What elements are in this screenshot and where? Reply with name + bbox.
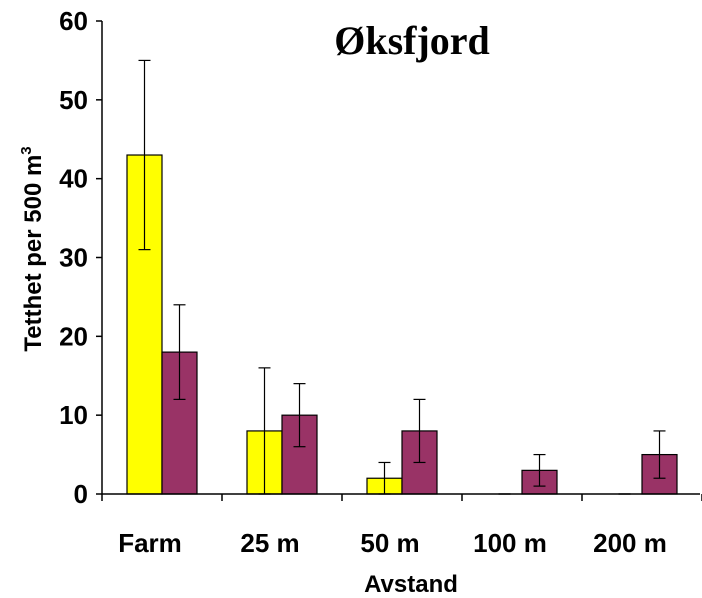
x-category-label: Farm: [118, 528, 182, 558]
x-category-label: 200 m: [593, 528, 667, 558]
x-axis-category-labels: Farm 25 m 50 m 100 m 200 m: [118, 528, 667, 558]
y-tick-label: 50: [59, 85, 88, 115]
y-tick-label: 20: [59, 321, 88, 351]
y-tick-label: 60: [59, 6, 88, 36]
y-axis-title: Tetthet per 500 m3: [18, 146, 47, 351]
y-tick-label: 10: [59, 400, 88, 430]
x-category-label: 100 m: [473, 528, 547, 558]
x-axis-ticks: [101, 494, 702, 501]
x-axis-title: Avstand: [364, 571, 458, 598]
x-category-label: 50 m: [360, 528, 419, 558]
chart-title: Øksfjord: [334, 18, 490, 63]
y-axis-title-superscript: 3: [18, 146, 35, 154]
y-tick-label: 40: [59, 164, 88, 194]
y-axis-ticks: [96, 20, 102, 495]
y-tick-label: 30: [59, 243, 88, 273]
error-bars: [138, 59, 666, 495]
y-axis-tick-labels: 0 10 20 30 40 50 60: [59, 6, 88, 509]
y-axis-title-text: Tetthet per 500 m: [20, 155, 47, 352]
bars: [126, 154, 678, 495]
x-category-label: 25 m: [240, 528, 299, 558]
y-tick-label: 0: [74, 479, 88, 509]
